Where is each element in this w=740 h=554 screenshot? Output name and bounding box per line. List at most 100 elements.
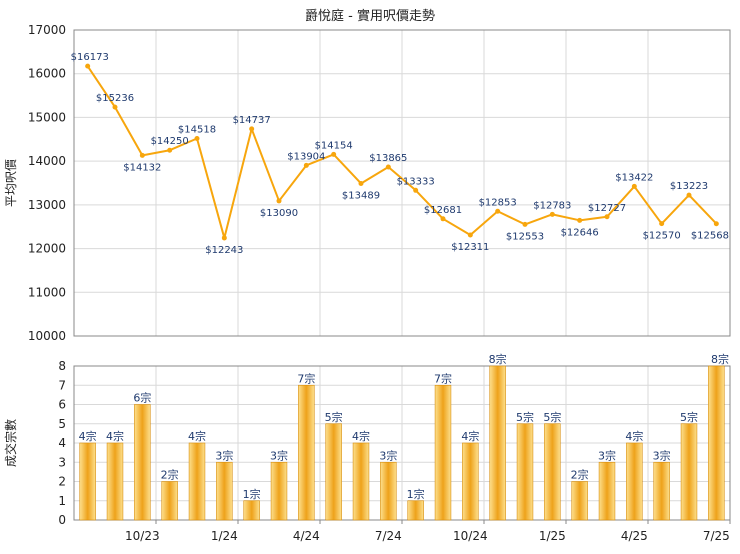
price-data-label: $12570 xyxy=(643,231,681,242)
volume-bar xyxy=(298,384,315,521)
volume-y-axis-label: 成交宗數 xyxy=(3,419,18,467)
volume-bar xyxy=(325,423,342,521)
price-point xyxy=(631,183,637,189)
volume-bar xyxy=(134,404,151,521)
price-point xyxy=(112,104,118,110)
volume-data-label: 4宗 xyxy=(625,429,643,443)
volume-data-label: 7宗 xyxy=(434,371,452,385)
volume-data-label: 3宗 xyxy=(270,448,288,462)
price-point xyxy=(577,217,583,223)
volume-y-tick-label: 0 xyxy=(58,513,66,527)
volume-data-label: 4宗 xyxy=(188,429,206,443)
volume-bar xyxy=(380,461,397,521)
price-data-label: $12311 xyxy=(451,242,489,253)
volume-data-label: 5宗 xyxy=(516,410,534,424)
volume-bar xyxy=(462,442,479,521)
price-point xyxy=(413,187,419,193)
volume-data-label: 4宗 xyxy=(79,429,97,443)
volume-bar xyxy=(243,500,260,521)
price-point xyxy=(604,214,610,220)
price-y-tick-label: 14000 xyxy=(28,154,66,168)
price-point xyxy=(331,151,337,157)
price-data-label: $13422 xyxy=(615,172,653,183)
price-data-label: $13489 xyxy=(342,190,380,201)
price-point xyxy=(276,198,282,204)
volume-data-label: 4宗 xyxy=(352,429,370,443)
volume-y-tick-label: 2 xyxy=(58,475,66,489)
x-tick-label: 4/24 xyxy=(293,529,320,543)
price-data-label: $13090 xyxy=(260,208,298,219)
price-point xyxy=(467,232,473,238)
price-point xyxy=(440,216,446,222)
x-tick-label: 1/24 xyxy=(211,529,238,543)
price-point xyxy=(194,135,200,141)
price-y-tick-label: 17000 xyxy=(28,23,66,37)
x-tick-label: 1/25 xyxy=(539,529,566,543)
price-point xyxy=(221,235,227,241)
volume-y-tick-label: 5 xyxy=(58,417,66,431)
volume-bar xyxy=(489,365,506,521)
price-data-label: $12553 xyxy=(506,231,544,242)
price-point xyxy=(358,180,364,186)
volume-bar xyxy=(653,461,670,521)
price-y-tick-label: 11000 xyxy=(28,285,66,299)
volume-data-label: 7宗 xyxy=(297,371,315,385)
price-plot-frame xyxy=(73,29,731,337)
price-data-label: $12568 xyxy=(691,231,729,242)
price-data-label: $12853 xyxy=(479,197,517,208)
x-tick-label: 7/25 xyxy=(703,529,730,543)
price-data-label: $13904 xyxy=(287,151,325,162)
x-tick-label: 7/24 xyxy=(375,529,402,543)
price-point xyxy=(522,221,528,227)
price-point xyxy=(303,162,309,168)
price-y-tick-label: 15000 xyxy=(28,110,66,124)
volume-bar xyxy=(434,384,452,521)
volume-plot-frame xyxy=(73,365,731,521)
volume-bar xyxy=(516,423,534,521)
price-series-line xyxy=(86,65,718,239)
x-tick-label: 4/25 xyxy=(621,529,648,543)
price-point xyxy=(249,126,255,132)
price-data-label: $13333 xyxy=(397,176,435,187)
price-line-chart: 10000 11000 12000 13000 14000 15000 16000 17000… xyxy=(4,23,731,343)
transaction-bar-chart: 0 1 2 3 4 5 6 7 8 10/23 1/24 4/24 7/24 10/24 1/25 4/25 7… xyxy=(3,352,731,543)
volume-data-label: 1宗 xyxy=(407,487,425,501)
volume-data-label: 3宗 xyxy=(379,448,397,462)
volume-bar xyxy=(352,442,370,521)
volume-data-label: 2宗 xyxy=(571,468,589,482)
volume-y-tick-label: 7 xyxy=(58,378,66,392)
price-y-tick-label: 16000 xyxy=(28,67,66,81)
volume-data-label: 8宗 xyxy=(711,352,729,366)
chart-title: 爵悅庭 - 實用呎價走勢 xyxy=(305,8,435,24)
volume-y-tick-label: 3 xyxy=(58,455,66,469)
volume-data-label: 5宗 xyxy=(543,410,561,424)
volume-data-label: 4宗 xyxy=(106,429,124,443)
price-point xyxy=(659,221,665,227)
price-data-label: $13223 xyxy=(670,181,708,192)
price-point xyxy=(549,211,555,217)
price-data-label: $14518 xyxy=(178,124,216,135)
price-y-tick-label: 13000 xyxy=(28,198,66,212)
volume-bar xyxy=(544,423,561,521)
price-data-label: $12243 xyxy=(205,245,243,256)
price-point xyxy=(139,152,145,158)
price-data-label: $14132 xyxy=(123,162,161,173)
volume-bar xyxy=(216,461,233,521)
volume-y-tick-label: 8 xyxy=(58,359,66,373)
volume-data-label: 5宗 xyxy=(325,410,343,424)
volume-y-tick-label: 1 xyxy=(58,494,66,508)
volume-data-label: 3宗 xyxy=(598,448,616,462)
price-point xyxy=(713,221,719,227)
price-point xyxy=(85,63,91,69)
volume-data-label: 1宗 xyxy=(243,487,261,501)
volume-bar xyxy=(680,423,698,521)
volume-data-label: 3宗 xyxy=(653,448,671,462)
price-data-label: $12681 xyxy=(424,205,462,216)
volume-data-label: 3宗 xyxy=(215,448,233,462)
volume-data-label: 8宗 xyxy=(489,352,507,366)
volume-data-label: 4宗 xyxy=(461,429,479,443)
volume-bar xyxy=(106,442,124,521)
price-point xyxy=(167,147,173,153)
